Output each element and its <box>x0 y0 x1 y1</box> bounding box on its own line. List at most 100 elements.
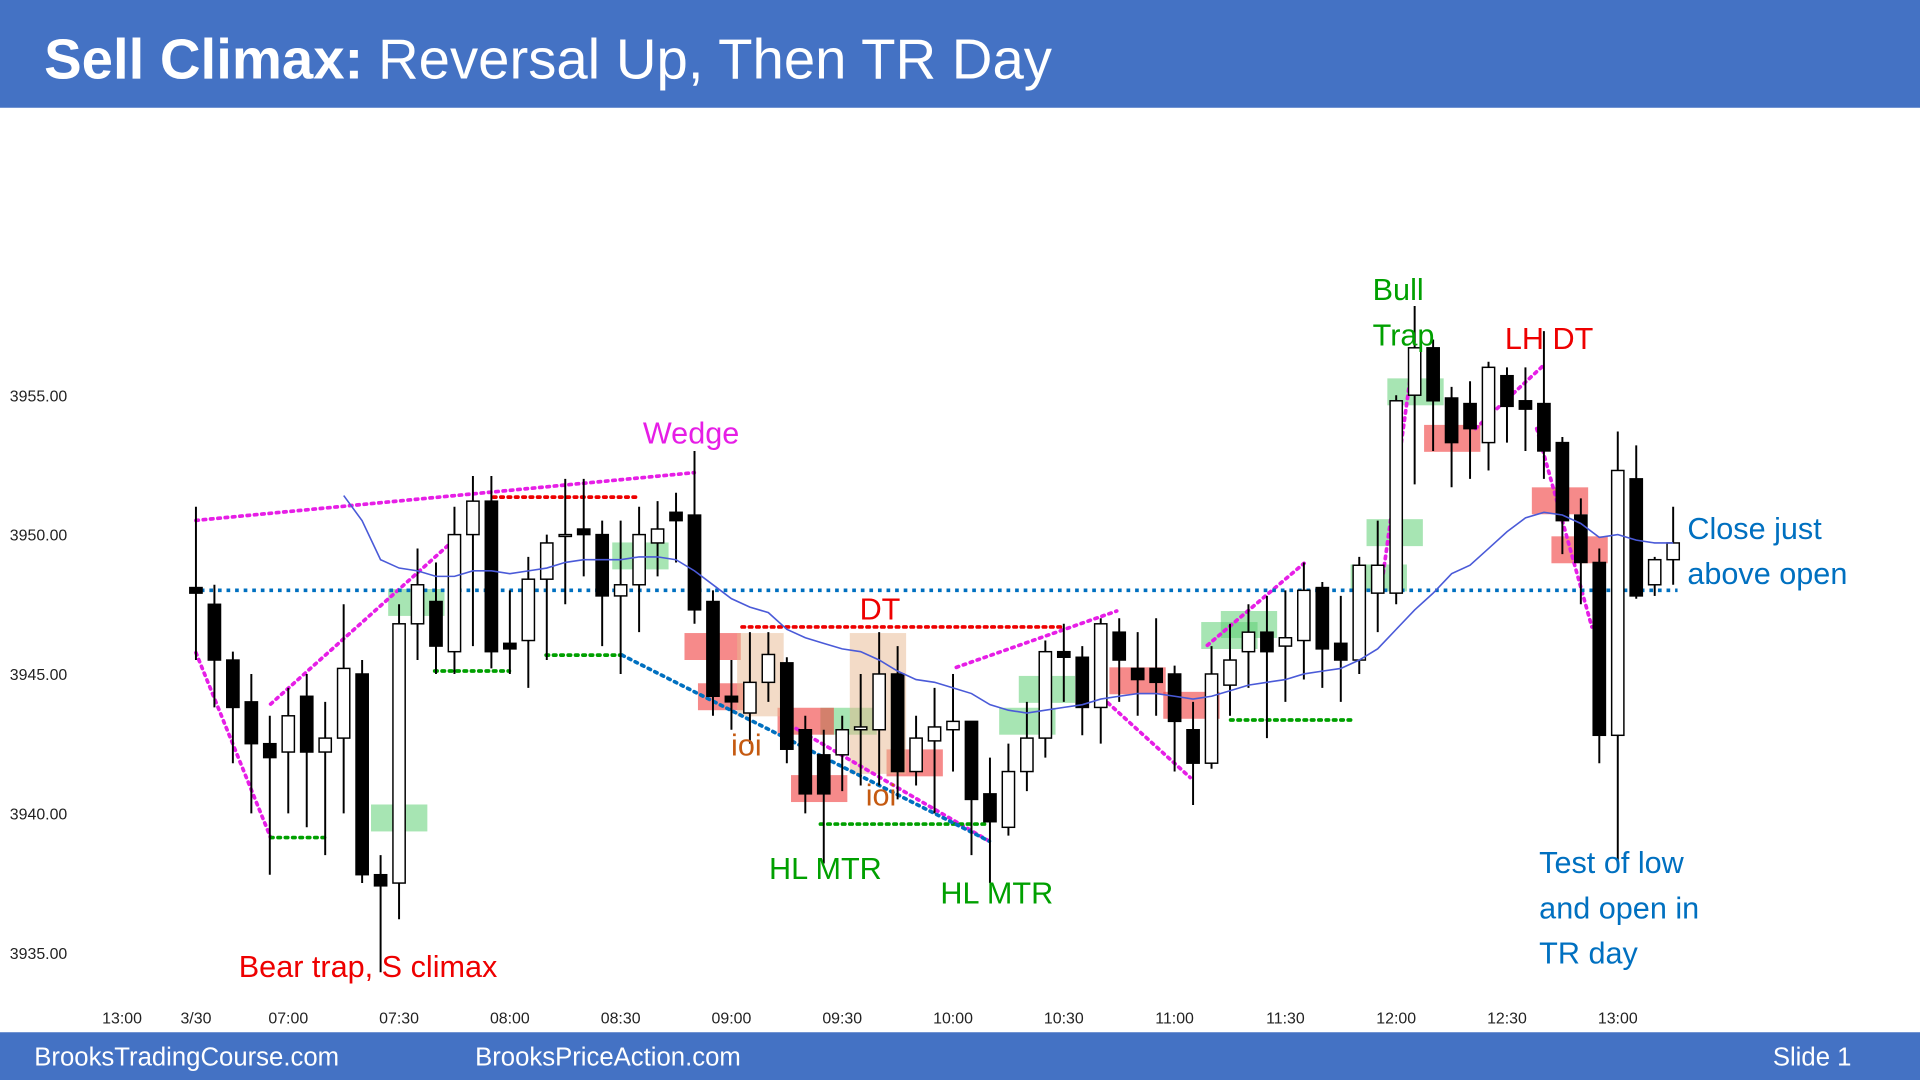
y-tick-label: 3945.00 <box>10 667 68 684</box>
candle-body <box>576 528 591 536</box>
candle-body <box>1370 564 1385 594</box>
candle-body <box>558 533 573 538</box>
candle-body <box>1241 631 1256 653</box>
candle-body <box>1389 400 1404 594</box>
candle-body <box>392 623 406 884</box>
candle-body <box>281 715 296 753</box>
candle-body <box>189 586 203 594</box>
annotation: LH DT <box>1505 322 1593 356</box>
candle-body <box>835 729 850 756</box>
candle-body <box>1573 514 1588 564</box>
candle-body <box>1592 561 1607 737</box>
candle-body <box>410 584 425 625</box>
candle-body <box>816 754 831 795</box>
candle-body <box>1149 667 1163 684</box>
candle-body <box>1223 659 1237 686</box>
candle-body <box>1629 478 1644 597</box>
candle-body <box>872 673 887 731</box>
annotation: Wedge <box>643 416 739 450</box>
annotation: and open in <box>1539 891 1699 925</box>
annotation: Trap <box>1373 318 1435 352</box>
annotation: ioi <box>731 729 762 763</box>
candle-body <box>983 793 997 823</box>
candle-body <box>669 511 683 522</box>
candle-body <box>890 673 905 773</box>
x-tick-label: 3/30 <box>180 1011 211 1028</box>
candle-body <box>779 662 794 750</box>
candle-body <box>484 500 499 653</box>
x-tick-label: 13:00 <box>1598 1011 1638 1028</box>
candle-body <box>1297 589 1311 642</box>
candle-body <box>724 695 739 703</box>
candle-body <box>1130 667 1145 681</box>
candle-body <box>1444 397 1459 444</box>
candle-body <box>1426 347 1440 402</box>
x-tick-label: 10:00 <box>933 1011 973 1028</box>
x-tick-label: 08:00 <box>490 1011 530 1028</box>
x-tick-label: 09:30 <box>822 1011 862 1028</box>
candle-body <box>1056 650 1071 658</box>
title-rest: Reversal Up, Then TR Day <box>378 27 1053 90</box>
annotation: HL MTR <box>940 877 1053 911</box>
candle-body <box>1001 770 1016 829</box>
annotation: Bull <box>1373 273 1424 307</box>
x-tick-label: 09:00 <box>712 1011 752 1028</box>
annotation: above open <box>1687 557 1847 591</box>
candle-body <box>502 642 517 650</box>
candle-body <box>1518 400 1533 410</box>
candle-body <box>336 667 351 739</box>
candle-body <box>1186 729 1200 764</box>
candle-body <box>1333 642 1348 661</box>
y-tick-label: 3935.00 <box>10 946 68 963</box>
footer-bar <box>0 1032 1920 1080</box>
candle-body <box>743 681 757 714</box>
candle-body <box>429 600 443 647</box>
x-tick-label: 10:30 <box>1044 1011 1084 1028</box>
x-tick-label: 11:00 <box>1155 1011 1194 1028</box>
candle-body <box>964 720 979 801</box>
title: Sell Climax: Reversal Up, Then TR Day <box>44 27 1053 90</box>
candle-body <box>1315 586 1330 650</box>
candle-body <box>632 533 646 586</box>
candle-body <box>226 659 240 709</box>
footer-left: BrooksTradingCourse.com <box>34 1043 339 1071</box>
x-tick-label: 07:00 <box>268 1011 308 1028</box>
candle-body <box>262 742 277 759</box>
candle-body <box>761 653 776 684</box>
candle-body <box>1260 631 1274 653</box>
x-tick-label: 11:30 <box>1266 1011 1305 1028</box>
candle-body <box>1610 469 1625 737</box>
candle-body <box>798 729 813 795</box>
candle-body <box>539 542 554 580</box>
ema-line <box>343 495 1674 714</box>
x-tick-label: 12:00 <box>1376 1011 1416 1028</box>
x-tick-label: 08:30 <box>601 1011 641 1028</box>
candle-body <box>1463 402 1477 430</box>
candle-body <box>853 726 868 731</box>
annotation: TR day <box>1539 937 1638 971</box>
candle-body <box>1093 623 1108 709</box>
annotation: ioi <box>866 779 897 813</box>
candle-body <box>1537 402 1551 452</box>
x-tick-label: 12:30 <box>1487 1011 1527 1028</box>
x-tick-label: 13:00 <box>102 1011 142 1028</box>
candle-body <box>1278 637 1293 647</box>
candle-body <box>650 528 665 544</box>
candles <box>189 305 1681 973</box>
candle-body <box>1075 656 1090 709</box>
candle-body <box>299 695 314 753</box>
candle-body <box>447 533 462 653</box>
candle-body <box>927 726 942 742</box>
candle-body <box>1204 673 1219 764</box>
candle-body <box>521 578 536 642</box>
candle-body <box>1481 366 1496 444</box>
candle-body <box>1647 558 1662 586</box>
double-top-lines <box>491 495 1063 629</box>
annotation: HL MTR <box>769 852 882 886</box>
candle-body <box>466 500 480 536</box>
candle-body <box>613 584 628 597</box>
footer-right: Slide 1 <box>1773 1043 1852 1071</box>
candle-body <box>1407 347 1422 396</box>
candle-body <box>1020 737 1034 773</box>
